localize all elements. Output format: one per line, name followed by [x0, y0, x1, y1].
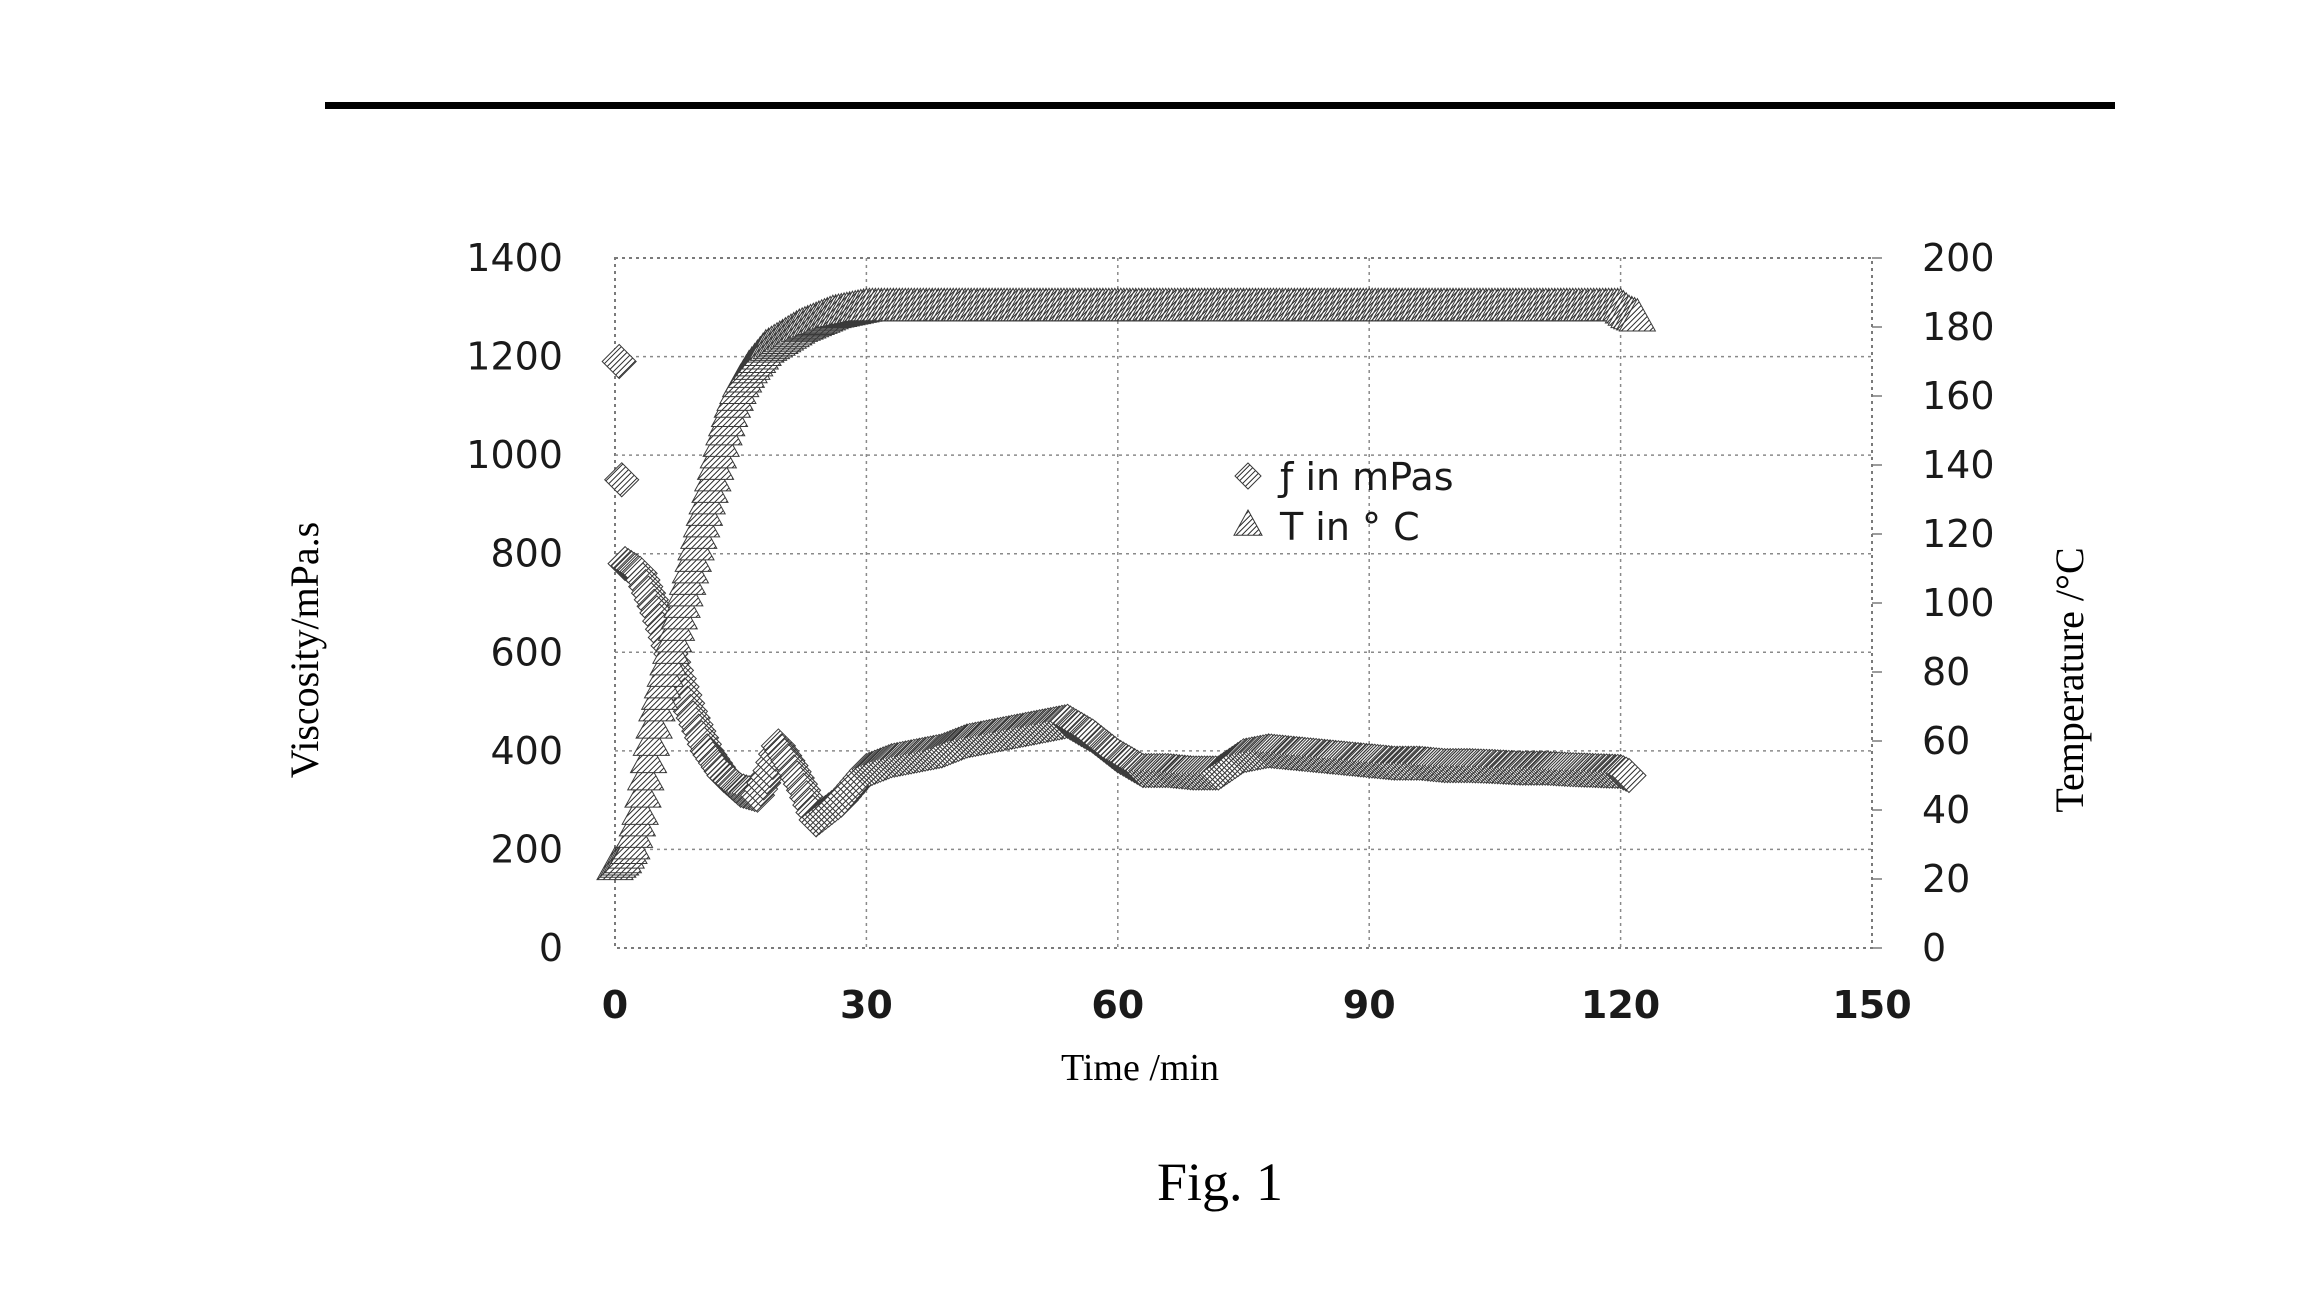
y-left-tick-label: 600 [490, 630, 563, 674]
y-right-tick-label: 140 [1922, 443, 1995, 487]
legend-label-viscosity: ƒ in mPas [1277, 455, 1454, 499]
data-point [605, 463, 639, 497]
series-viscosity [602, 345, 1646, 837]
y-right-tick-label: 0 [1922, 926, 1946, 970]
y-right-tick-label: 180 [1922, 305, 1995, 349]
y-left-tick-label: 200 [490, 827, 563, 871]
y-left-tick-label: 800 [490, 532, 563, 576]
x-tick-label: 30 [840, 983, 893, 1027]
x-tick-label: 150 [1832, 983, 1911, 1027]
y-left-tick-label: 1000 [466, 433, 563, 477]
legend-marker-diamond [1235, 463, 1261, 489]
plot-grid [615, 258, 1872, 948]
x-axis-title: Time /min [1061, 1047, 1219, 1089]
y-right-tick-label: 120 [1922, 512, 1995, 556]
x-tick-label: 90 [1343, 983, 1396, 1027]
y-left-tick-label: 1400 [466, 236, 563, 280]
x-tick-label: 0 [602, 983, 628, 1027]
y-left-tick-label: 0 [539, 926, 563, 970]
y-right-tick-label: 100 [1922, 581, 1995, 625]
y-axis-left-title: Viscosity/mPa.s [282, 522, 327, 779]
y-right-tick-label: 200 [1922, 236, 1995, 280]
legend-marker-triangle [1234, 510, 1262, 535]
legend: ƒ in mPas T in ° C [1234, 455, 1454, 549]
y-left-tick-label: 400 [490, 729, 563, 773]
y-right-tick-label: 80 [1922, 650, 1970, 694]
y-right-tick-label: 60 [1922, 719, 1970, 763]
legend-label-temperature: T in ° C [1279, 505, 1420, 549]
plot-frame [615, 258, 1872, 948]
y-right-tick-label: 160 [1922, 374, 1995, 418]
y-right-tick-label: 40 [1922, 788, 1970, 832]
x-tick-label: 60 [1091, 983, 1144, 1027]
y-left-tick-label: 1200 [466, 335, 563, 379]
y-axis-right-title: Temperature /°C [2047, 547, 2092, 812]
x-tick-label: 120 [1581, 983, 1660, 1027]
figure-caption: Fig. 1 [1157, 1152, 1283, 1212]
series-layer [597, 288, 1655, 879]
data-point [602, 345, 636, 379]
axes-layer: 0200400600800100012001400030609012015002… [466, 236, 1994, 1027]
y-right-tick-label: 20 [1922, 857, 1970, 901]
